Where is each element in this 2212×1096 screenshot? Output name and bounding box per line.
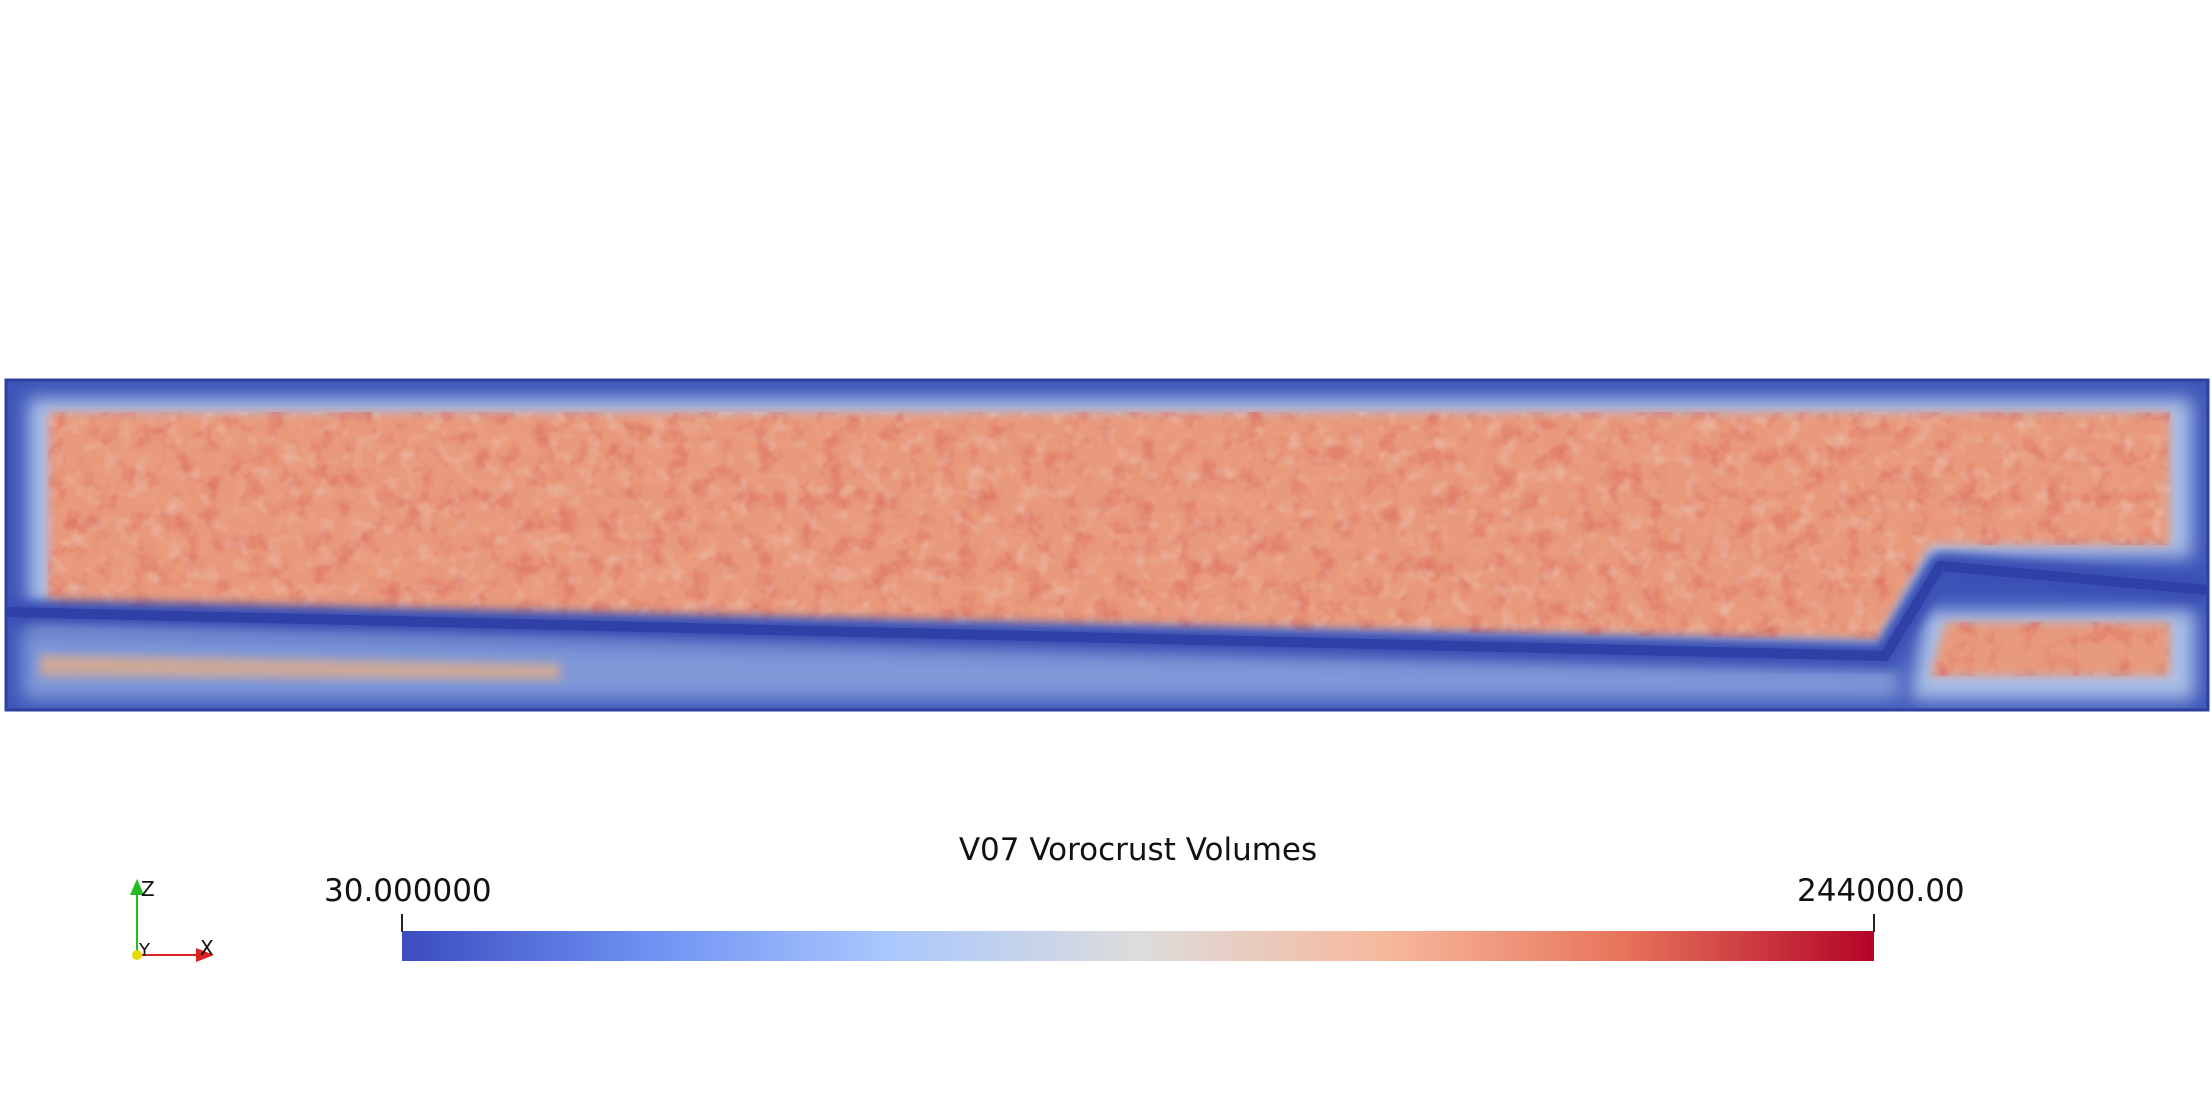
colorbar-gradient (402, 931, 1874, 961)
z-axis-arrow-icon (130, 879, 144, 895)
colorbar (401, 914, 1875, 961)
lower-region-halo (22, 632, 1900, 700)
y-axis-label: Y (138, 940, 151, 961)
colorbar-min-label: 30.000000 (324, 873, 492, 909)
colorbar-max-label: 244000.00 (1797, 873, 1965, 909)
z-axis-label: Z (141, 877, 155, 901)
y-axis-dot-icon (132, 950, 142, 960)
lower-strip-core (40, 655, 560, 680)
orientation-axes: Z Y X (130, 877, 214, 962)
x-axis-arrow-icon (196, 948, 214, 962)
colorbar-title: V07 Vorocrust Volumes (958, 832, 1318, 868)
x-axis-label: X (200, 936, 214, 960)
